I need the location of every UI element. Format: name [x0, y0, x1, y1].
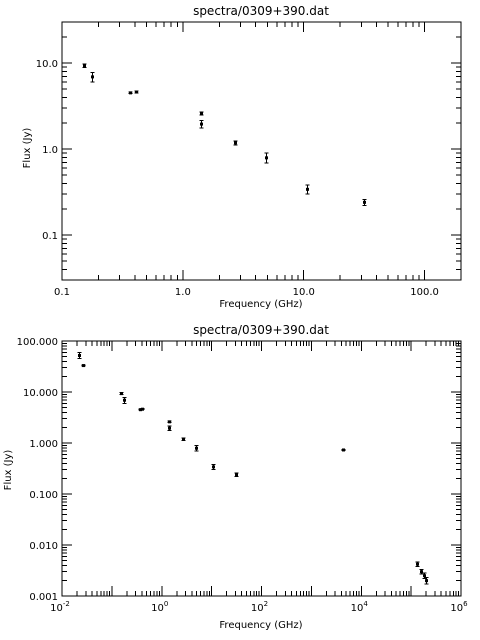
top-plot-data-points — [82, 63, 367, 207]
point-marker — [129, 91, 132, 95]
data-point — [341, 448, 346, 452]
data-point — [305, 184, 310, 195]
y-tick-label: 100.000 — [17, 337, 58, 348]
data-point — [424, 577, 429, 585]
point-marker — [423, 574, 426, 578]
y-tick-label: 10.000 — [23, 388, 58, 399]
point-marker — [195, 446, 198, 450]
y-tick-label: 0.010 — [29, 541, 58, 552]
data-point — [167, 420, 172, 424]
data-point — [362, 198, 367, 207]
data-point — [82, 63, 87, 68]
bottom-plot-title: spectra/0309+390.dat — [193, 323, 329, 337]
data-point — [140, 407, 145, 411]
top-plot-y-axis-label: Flux (Jy) — [22, 128, 33, 169]
data-point — [194, 444, 199, 452]
bottom-plot-data-points — [77, 351, 429, 585]
point-marker — [83, 64, 86, 68]
x-tick-label: 100.0 — [410, 287, 439, 298]
point-marker — [212, 465, 215, 469]
point-marker — [234, 141, 237, 145]
point-marker — [120, 392, 123, 396]
data-point — [77, 351, 82, 360]
point-marker — [425, 579, 428, 583]
y-tick-label: 0.100 — [29, 490, 58, 501]
bottom-plot-frame — [61, 340, 462, 597]
x-tick-label: 104 — [351, 600, 369, 614]
point-marker — [265, 156, 268, 160]
data-point — [211, 463, 216, 471]
top-plot-ticks — [61, 21, 462, 281]
bottom-plot-x-axis-label: Frequency (GHz) — [219, 620, 302, 631]
bottom-spectrum-plot: spectra/0309+390.dat Frequency (GHz) Flu… — [3, 323, 468, 631]
x-tick-label: 102 — [251, 600, 268, 614]
bottom-plot-ticks — [61, 340, 462, 597]
data-point — [128, 91, 133, 95]
point-marker — [200, 122, 203, 126]
point-marker — [420, 570, 423, 574]
x-tick-label: 106 — [450, 600, 468, 614]
point-marker — [200, 111, 203, 115]
x-tick-label: 10.0 — [293, 287, 315, 298]
point-marker — [141, 407, 144, 411]
y-tick-label: 0.001 — [29, 592, 58, 603]
y-tick-label: 1.000 — [29, 439, 58, 450]
top-plot-tick-labels: 0.1 1.0 10.0 0.1 1.0 10.0 100.0 — [36, 59, 439, 298]
point-marker — [306, 187, 309, 191]
point-marker — [416, 562, 419, 566]
point-marker — [91, 75, 94, 79]
point-marker — [342, 448, 345, 452]
data-point — [199, 119, 204, 129]
data-point — [199, 111, 204, 116]
point-marker — [235, 473, 238, 477]
x-tick-label: 1.0 — [175, 287, 191, 298]
data-point — [233, 140, 238, 146]
top-spectrum-plot: spectra/0309+390.dat Frequency (GHz) Flu… — [22, 4, 462, 310]
data-point — [90, 71, 95, 83]
top-plot-x-axis-label: Frequency (GHz) — [219, 299, 302, 310]
point-marker — [363, 200, 366, 204]
data-point — [181, 437, 186, 441]
x-tick-label: 100 — [151, 600, 168, 614]
data-point — [119, 392, 124, 396]
data-point — [122, 397, 127, 404]
y-tick-label: 1.0 — [42, 145, 58, 156]
point-marker — [82, 364, 85, 368]
x-tick-label: 10-2 — [50, 600, 70, 614]
top-plot-title: spectra/0309+390.dat — [193, 4, 329, 18]
data-point — [264, 152, 269, 164]
point-marker — [123, 398, 126, 402]
bottom-plot-tick-labels: 0.001 0.010 0.100 1.000 10.000 100.000 10-2 100… — [17, 337, 468, 614]
point-marker — [168, 420, 171, 424]
point-marker — [182, 437, 185, 441]
y-tick-label: 0.1 — [42, 231, 58, 242]
bottom-plot-y-axis-label: Flux (Jy) — [3, 450, 14, 491]
data-point — [234, 472, 239, 478]
data-point — [81, 364, 86, 368]
x-tick-label: 0.1 — [54, 287, 70, 298]
data-point — [419, 569, 424, 575]
y-tick-label: 10.0 — [36, 59, 58, 70]
data-point — [134, 90, 139, 94]
data-point — [415, 561, 420, 567]
top-plot-frame — [61, 21, 462, 281]
point-marker — [168, 426, 171, 430]
data-point — [167, 425, 172, 432]
point-marker — [135, 90, 138, 94]
point-marker — [78, 353, 81, 357]
